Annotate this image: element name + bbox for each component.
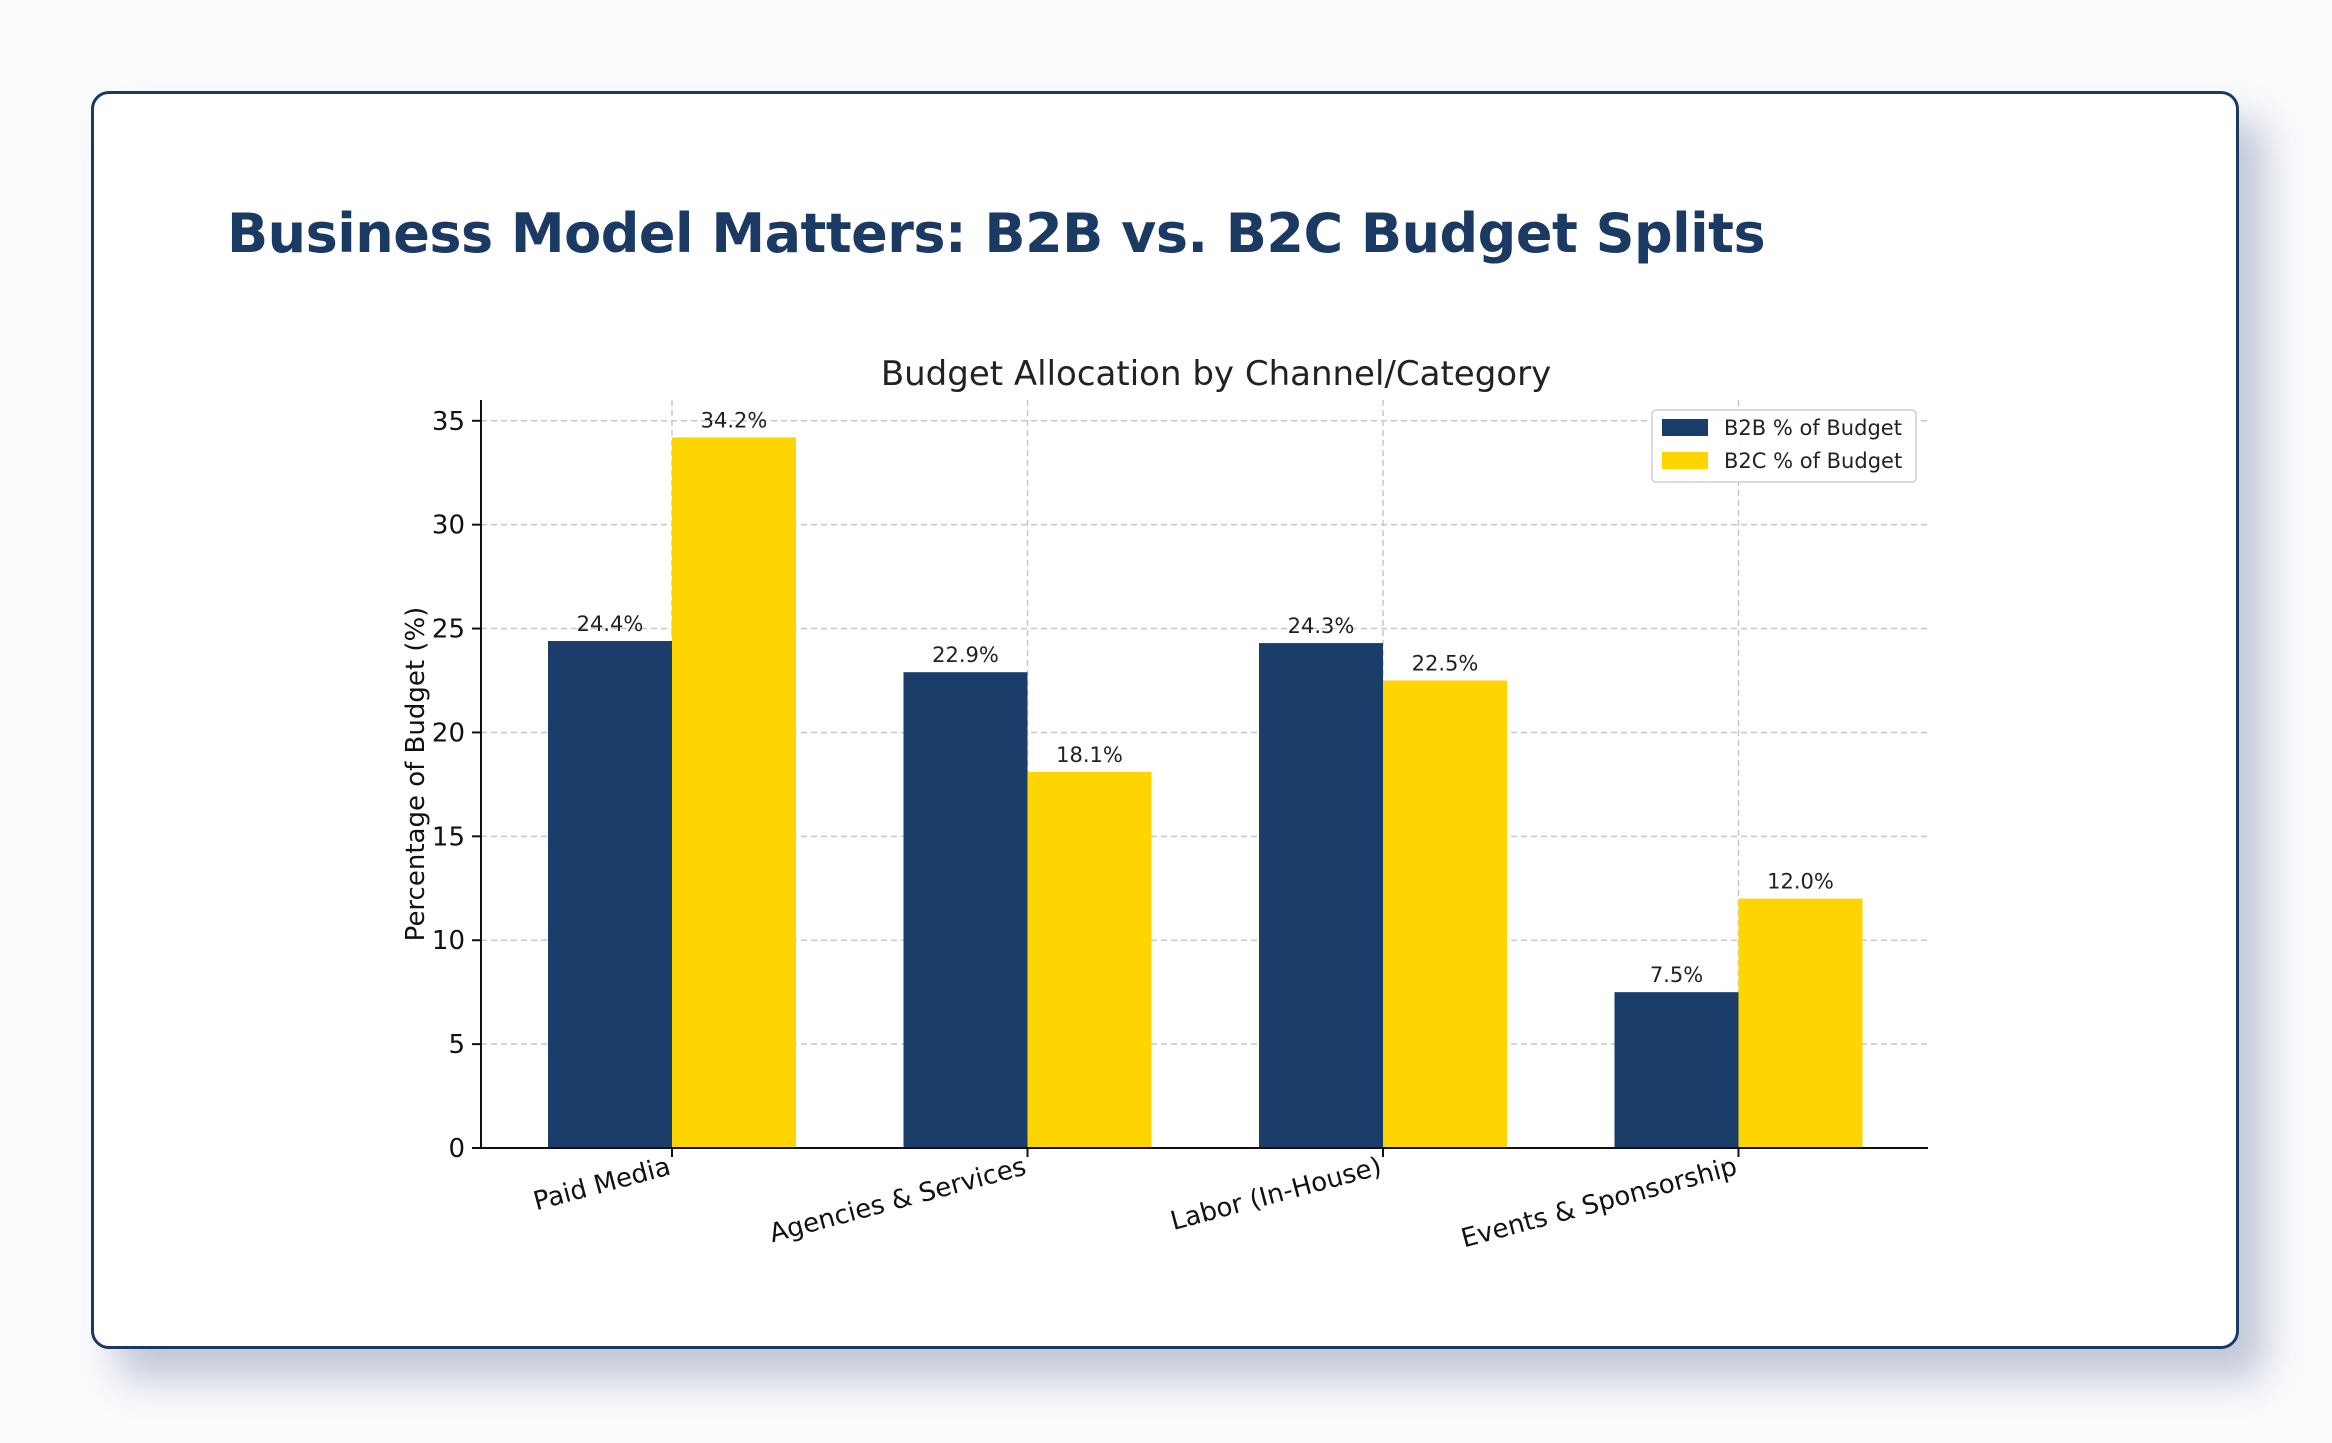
data-label-b2c: 22.5% xyxy=(1412,652,1479,676)
y-tick-label: 25 xyxy=(432,615,465,645)
y-axis-label: Percentage of Budget (%) xyxy=(401,607,431,942)
legend-label-b2b: B2B % of Budget xyxy=(1724,416,1902,440)
axes xyxy=(472,400,1928,1157)
bar-b2b xyxy=(1259,643,1383,1148)
data-label-b2b: 24.3% xyxy=(1288,614,1355,638)
bar-b2c xyxy=(1383,680,1507,1148)
bar-b2b xyxy=(1614,992,1739,1148)
x-tick-label: Events & Sponsorship xyxy=(1458,1152,1740,1255)
data-label-b2b: 24.4% xyxy=(577,612,644,636)
legend-label-b2c: B2C % of Budget xyxy=(1724,449,1902,473)
legend-swatch-b2b xyxy=(1662,419,1708,436)
bar-b2c xyxy=(1027,771,1152,1148)
legend: B2B % of Budget B2C % of Budget xyxy=(1651,409,1917,483)
legend-swatch-b2c xyxy=(1662,452,1708,469)
legend-box xyxy=(1651,409,1917,483)
x-tick-label: Agencies & Services xyxy=(766,1152,1029,1249)
bar-b2b xyxy=(548,641,672,1148)
y-tick-label: 30 xyxy=(432,511,465,541)
x-tick-label: Labor (In-House) xyxy=(1167,1152,1384,1237)
data-label-b2c: 18.1% xyxy=(1056,743,1123,767)
chart-title: Budget Allocation by Channel/Category xyxy=(881,354,1551,394)
bar-b2b xyxy=(903,672,1028,1148)
y-tick-label: 35 xyxy=(432,407,465,437)
bar-b2c xyxy=(1738,898,1863,1148)
data-label-b2b: 7.5% xyxy=(1650,963,1703,987)
y-tick-label: 15 xyxy=(432,822,465,852)
data-label-b2c: 34.2% xyxy=(701,408,768,432)
data-label-b2b: 22.9% xyxy=(932,643,999,667)
page-title: Business Model Matters: B2B vs. B2C Budg… xyxy=(227,202,1766,265)
y-tick-label: 5 xyxy=(448,1030,465,1060)
bar-b2c xyxy=(672,437,796,1148)
bars xyxy=(548,437,1863,1148)
y-tick-label: 20 xyxy=(432,718,465,748)
chart-card: Business Model Matters: B2B vs. B2C Budg… xyxy=(91,91,2239,1349)
x-tick-label: Paid Media xyxy=(530,1152,674,1217)
data-labels: 24.4% 22.9% 24.3% 7.5% 34.2% 18.1% 22.5% 12.0% xyxy=(577,408,1834,987)
data-label-b2c: 12.0% xyxy=(1767,870,1834,894)
y-tick-label: 0 xyxy=(448,1134,465,1164)
y-tick-label: 10 xyxy=(432,926,465,956)
